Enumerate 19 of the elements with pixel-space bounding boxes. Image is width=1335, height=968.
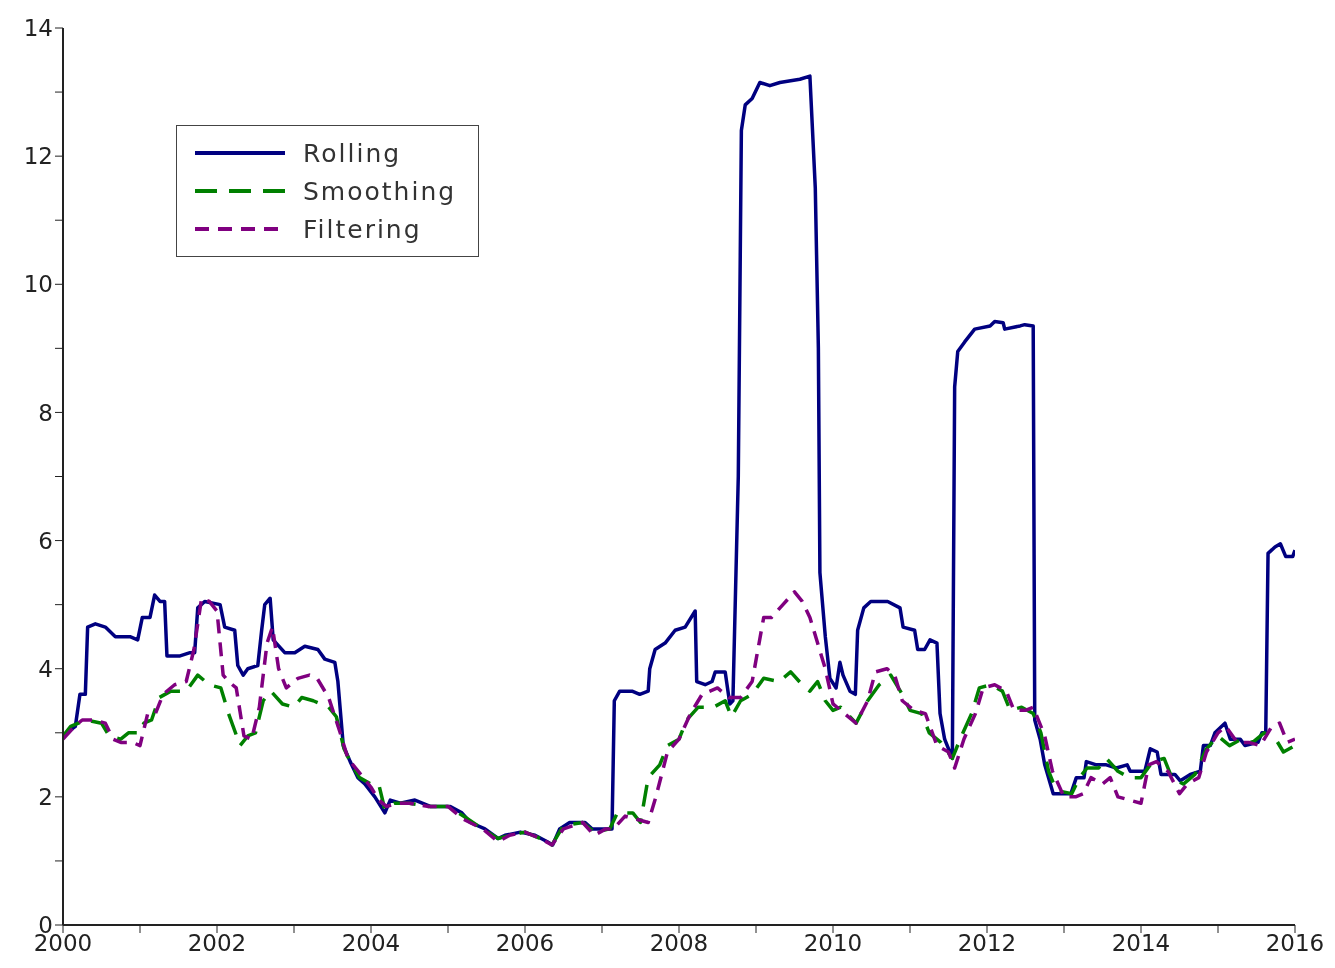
y-tick-label: 12	[23, 143, 53, 170]
y-tick-label: 2	[38, 784, 53, 811]
legend-label: Filtering	[303, 214, 422, 244]
y-tick-label: 14	[23, 15, 53, 42]
y-tick-label: 8	[38, 399, 53, 426]
line-series	[63, 590, 1295, 847]
x-tick-label: 2014	[1111, 930, 1171, 957]
x-tick-label: 2004	[341, 930, 401, 957]
x-tick-label: 2006	[495, 930, 555, 957]
x-tick-label: 2012	[957, 930, 1017, 957]
y-tick-label: 10	[23, 271, 53, 298]
legend-label: Rolling	[303, 138, 402, 168]
x-tick-label: 2002	[187, 930, 247, 957]
x-tick-label: 2008	[649, 930, 709, 957]
x-tick-label: 2016	[1265, 930, 1325, 957]
legend-label: Smoothing	[303, 176, 457, 206]
y-tick-label: 4	[38, 655, 53, 682]
y-tick-label: 6	[38, 527, 53, 554]
x-tick-label: 2010	[803, 930, 863, 957]
